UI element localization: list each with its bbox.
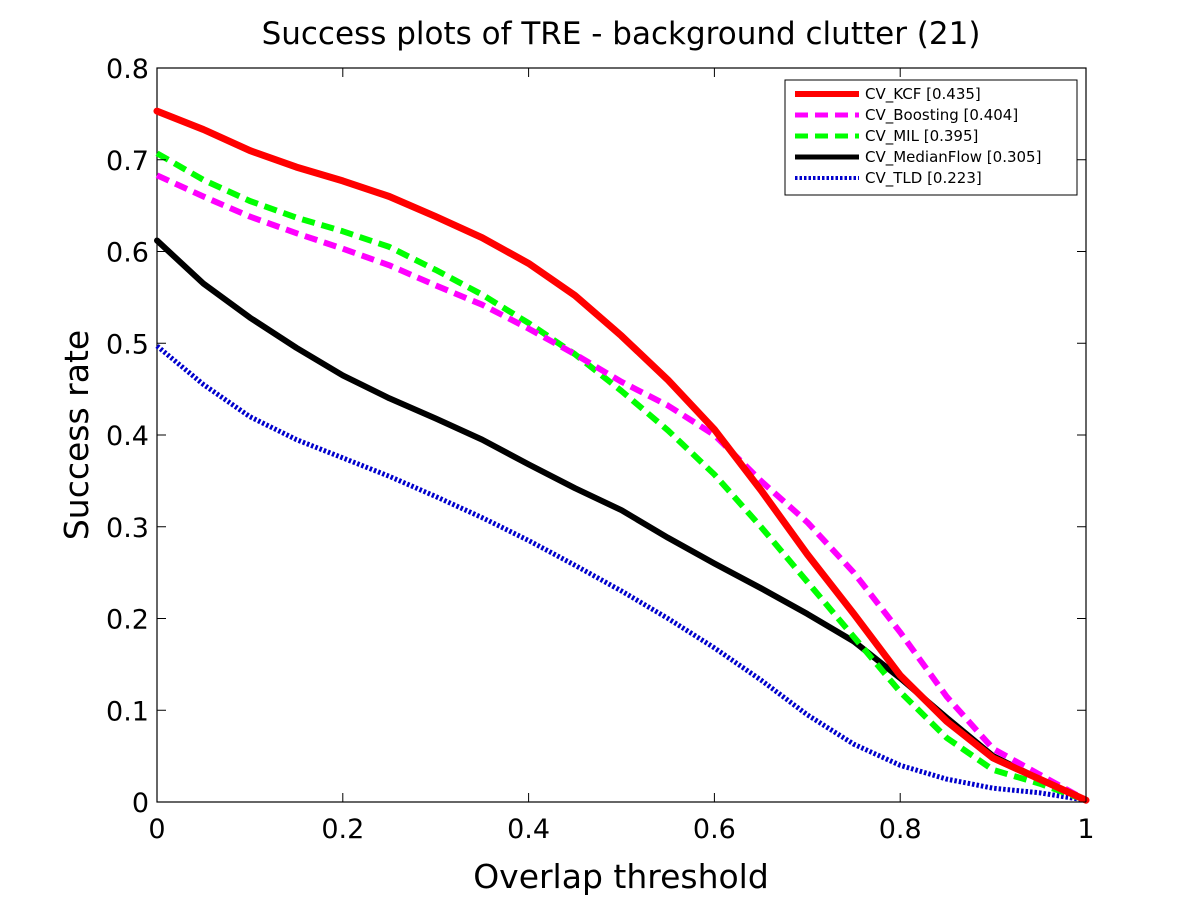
x-tick-label: 0.2	[321, 814, 364, 845]
x-tick-label: 0.6	[693, 814, 736, 845]
series-line-cv-boosting	[155, 172, 1088, 803]
y-tick-label: 0.6	[106, 238, 149, 269]
y-tick-label: 0.7	[106, 146, 149, 177]
y-axis-ticks: 0 0.1 0.2 0.3 0.4 0.5 0.6 0.7 0.8	[106, 54, 1086, 819]
chart-title: Success plots of TRE - background clutte…	[262, 16, 981, 52]
x-axis-label: Overlap threshold	[473, 857, 769, 896]
x-axis-ticks: 0 0.2 0.4 0.6 0.8 1	[148, 68, 1095, 845]
legend-entry-label: CV_MedianFlow [0.305]	[865, 148, 1041, 167]
legend-box	[784, 79, 1078, 196]
legend-entry-label: CV_TLD [0.223]	[865, 169, 982, 188]
y-tick-label: 0.3	[106, 513, 149, 544]
y-tick-label: 0.4	[106, 421, 149, 452]
y-tick-label: 0.8	[106, 54, 149, 85]
y-axis-label: Success rate	[57, 330, 96, 540]
legend: CV_KCF [0.435] CV_Boosting [0.404] CV_MIL …	[784, 79, 1078, 196]
y-tick-label: 0.1	[106, 696, 149, 727]
legend-entry-label: CV_Boosting [0.404]	[865, 106, 1018, 125]
legend-entry-label: CV_MIL [0.395]	[865, 127, 978, 146]
x-tick-label: 0	[148, 814, 165, 845]
y-tick-label: 0.2	[106, 605, 149, 636]
x-tick-label: 0.4	[507, 814, 550, 845]
y-tick-label: 0	[132, 788, 149, 819]
series-line-cv-kcf	[153, 107, 1090, 804]
x-tick-label: 0.8	[879, 814, 922, 845]
y-tick-label: 0.5	[106, 329, 149, 360]
series-line-cv-tld	[155, 344, 1087, 803]
legend-entry-label: CV_KCF [0.435]	[865, 85, 981, 104]
series-layer	[153, 107, 1090, 804]
series-line-cv-mil	[155, 150, 1088, 804]
x-tick-label: 1	[1077, 814, 1094, 845]
